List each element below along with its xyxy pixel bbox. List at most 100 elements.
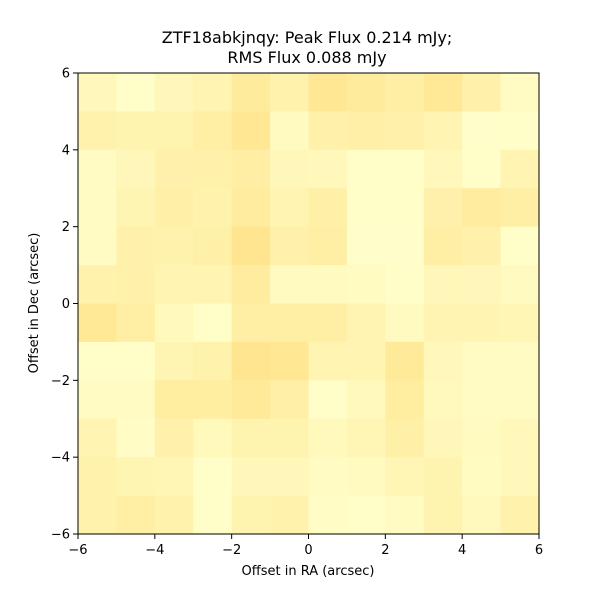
heatmap-cell — [231, 495, 271, 535]
heatmap-cell — [116, 265, 156, 305]
heatmap-cell — [78, 457, 118, 497]
y-tick-label: −2 — [51, 374, 70, 389]
heatmap-cell — [423, 303, 463, 343]
heatmap-cell — [308, 149, 348, 189]
x-axis-label: Offset in RA (arcsec) — [242, 564, 375, 579]
heatmap-cell — [346, 418, 386, 458]
heatmap-cell — [423, 265, 463, 305]
heatmap-cell — [346, 265, 386, 305]
heatmap-cell — [270, 495, 310, 535]
heatmap-cell — [231, 303, 271, 343]
heatmap-cell — [116, 495, 156, 535]
chart-title-line-2: RMS Flux 0.088 mJy — [227, 48, 386, 67]
heatmap-cell — [270, 188, 310, 228]
heatmap-cell — [231, 226, 271, 266]
heatmap-cell — [346, 226, 386, 266]
heatmap-cell — [346, 380, 386, 420]
x-tick-label: −2 — [222, 543, 241, 558]
heatmap-cell — [193, 73, 233, 113]
x-tick-label: 6 — [535, 543, 543, 558]
heatmap-cell — [193, 149, 233, 189]
heatmap-cell — [78, 418, 118, 458]
heatmap-cell — [500, 495, 540, 535]
heatmap-cell — [385, 73, 425, 113]
heatmap-cell — [78, 303, 118, 343]
heatmap-cell — [500, 265, 540, 305]
heatmap-cell — [116, 149, 156, 189]
heatmap-cell — [385, 188, 425, 228]
y-tick-label: −6 — [51, 528, 70, 543]
heatmap-cell — [78, 380, 118, 420]
heatmap-cell — [462, 418, 502, 458]
heatmap-cell — [500, 341, 540, 381]
heatmap-cell — [78, 149, 118, 189]
x-tick-label: −6 — [68, 543, 87, 558]
heatmap-cell — [116, 457, 156, 497]
heatmap-cell — [385, 303, 425, 343]
heatmap-cell — [462, 457, 502, 497]
heatmap-cell — [462, 495, 502, 535]
heatmap-cell — [231, 111, 271, 151]
heatmap-cell — [78, 188, 118, 228]
heatmap-cell — [500, 188, 540, 228]
y-axis-label: Offset in Dec (arcsec) — [27, 233, 42, 374]
heatmap-cell — [423, 149, 463, 189]
heatmap-cell — [462, 149, 502, 189]
heatmap-cell — [270, 149, 310, 189]
heatmap-cell — [308, 73, 348, 113]
heatmap-cell — [385, 418, 425, 458]
heatmap-cell — [308, 303, 348, 343]
heatmap-cell — [462, 226, 502, 266]
x-tick-label: 2 — [381, 543, 389, 558]
x-tick-label: 0 — [304, 543, 312, 558]
heatmap-cell — [116, 188, 156, 228]
heatmap-cell — [231, 149, 271, 189]
heatmap-cell — [462, 265, 502, 305]
heatmap-cell — [423, 341, 463, 381]
heatmap-cell — [308, 226, 348, 266]
heatmap-cell — [423, 495, 463, 535]
heatmap-cell — [154, 226, 194, 266]
heatmap-cell — [270, 73, 310, 113]
heatmap-cell — [462, 73, 502, 113]
heatmap-cell — [423, 188, 463, 228]
heatmap-cell — [270, 226, 310, 266]
heatmap-cell — [308, 418, 348, 458]
heatmap-cell — [231, 188, 271, 228]
heatmap-cell — [423, 226, 463, 266]
heatmap-cell — [423, 380, 463, 420]
heatmap-cell — [385, 149, 425, 189]
y-tick-label: 4 — [62, 143, 70, 158]
heatmap-cell — [462, 303, 502, 343]
heatmap-cell — [231, 457, 271, 497]
heatmap-cell — [385, 226, 425, 266]
heatmap-cell — [308, 341, 348, 381]
heatmap-cell — [385, 341, 425, 381]
heatmap-cell — [231, 341, 271, 381]
heatmap-cell — [270, 341, 310, 381]
heatmap-cell — [308, 265, 348, 305]
heatmap-cell — [385, 495, 425, 535]
heatmap-cell — [270, 111, 310, 151]
chart-title-line-1: ZTF18abkjnqy: Peak Flux 0.214 mJy; — [162, 28, 453, 47]
heatmap-cell — [154, 265, 194, 305]
heatmap-cell — [500, 418, 540, 458]
heatmap-cell — [116, 303, 156, 343]
heatmap-cell — [154, 73, 194, 113]
heatmap-cell — [116, 418, 156, 458]
x-axis-ticks: −6 −4 −2 0 2 4 6 — [68, 534, 543, 558]
heatmap-cell — [462, 111, 502, 151]
heatmap-cell — [346, 341, 386, 381]
heatmap-cell — [500, 457, 540, 497]
heatmap-cell — [346, 149, 386, 189]
heatmap-cell — [154, 495, 194, 535]
heatmap-cell — [423, 418, 463, 458]
heatmap-cell — [116, 341, 156, 381]
heatmap-cell — [270, 418, 310, 458]
y-axis-ticks: −6 −4 −2 0 2 4 6 — [51, 67, 78, 543]
heatmap-cell — [270, 457, 310, 497]
heatmap-cell — [385, 380, 425, 420]
heatmap-cell — [308, 380, 348, 420]
heatmap-cell — [462, 380, 502, 420]
heatmap-cell — [423, 457, 463, 497]
